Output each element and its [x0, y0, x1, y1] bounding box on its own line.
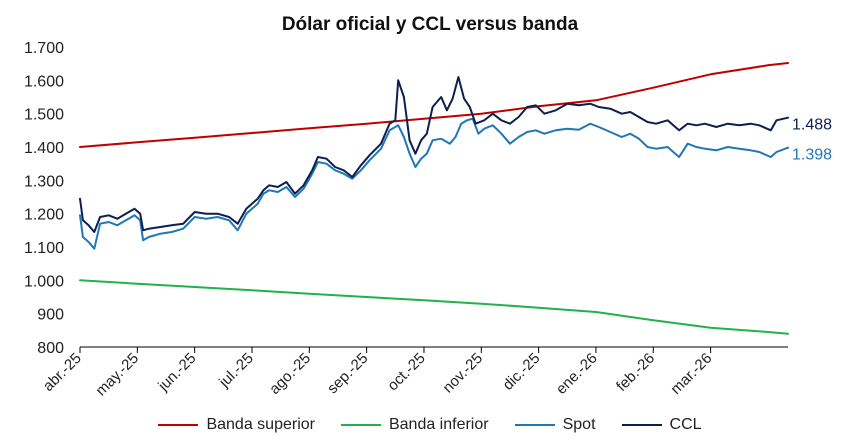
series-line-ccl — [79, 76, 789, 233]
x-tick-label: nov.-25 — [440, 350, 487, 397]
series-line-spot — [79, 117, 789, 250]
end-label-spot: 1.398 — [792, 147, 832, 164]
legend-item-ccl: CCL — [621, 416, 702, 434]
series-line-banda-superior — [79, 62, 789, 148]
x-axis: abr.-25 may.-25 jun.-25 jul.-25 ago.-25 sep.-… — [40, 346, 788, 400]
y-tick-label: 1.700 — [24, 40, 64, 57]
legend-label: CCL — [669, 416, 702, 433]
y-tick-label: 1.400 — [24, 140, 64, 157]
legend-item-spot: Spot — [514, 416, 596, 434]
x-tick-label: feb.-26 — [613, 350, 658, 395]
x-tick-label: oct.-25 — [384, 350, 428, 394]
chart-title: Dólar oficial y CCL versus banda — [281, 14, 579, 35]
y-tick-label: 1.500 — [24, 107, 64, 124]
series-layer — [79, 62, 789, 335]
x-tick-label: jul.-25 — [215, 350, 257, 392]
legend: Banda superior Banda inferior Spot CCL — [0, 414, 860, 436]
y-tick-label: 1.600 — [24, 73, 64, 90]
y-tick-label: 800 — [37, 340, 64, 357]
x-tick-label: may.-25 — [93, 350, 143, 400]
legend-swatch — [158, 424, 199, 426]
y-tick-label: 1.100 — [24, 240, 64, 257]
legend-label: Banda inferior — [388, 416, 489, 433]
x-tick-label: ago.-25 — [266, 350, 314, 398]
x-tick-label: mar.-26 — [667, 350, 715, 398]
x-tick-label: jun.-25 — [154, 350, 199, 395]
end-labels: 1.488 1.398 — [792, 117, 832, 164]
legend-swatch — [340, 424, 381, 426]
legend-item-banda-superior: Banda superior — [158, 416, 315, 434]
legend-swatch — [514, 424, 555, 426]
x-tick-label: ene.-26 — [553, 350, 601, 398]
y-axis: 1.700 1.600 1.500 1.400 1.300 1.200 1.100 1.000… — [24, 40, 64, 357]
legend-label: Spot — [562, 416, 596, 433]
x-tick-label: dic.-25 — [500, 350, 544, 394]
x-tick-label: sep.-25 — [324, 350, 371, 397]
legend-item-banda-inferior: Banda inferior — [340, 416, 489, 434]
y-tick-label: 900 — [37, 307, 64, 324]
y-tick-label: 1.300 — [24, 173, 64, 190]
legend-label: Banda superior — [206, 416, 315, 433]
y-tick-label: 1.200 — [24, 207, 64, 224]
series-line-banda-inferior — [79, 279, 789, 335]
legend-swatch — [621, 424, 662, 426]
end-label-ccl: 1.488 — [792, 117, 832, 134]
y-tick-label: 1.000 — [24, 273, 64, 290]
